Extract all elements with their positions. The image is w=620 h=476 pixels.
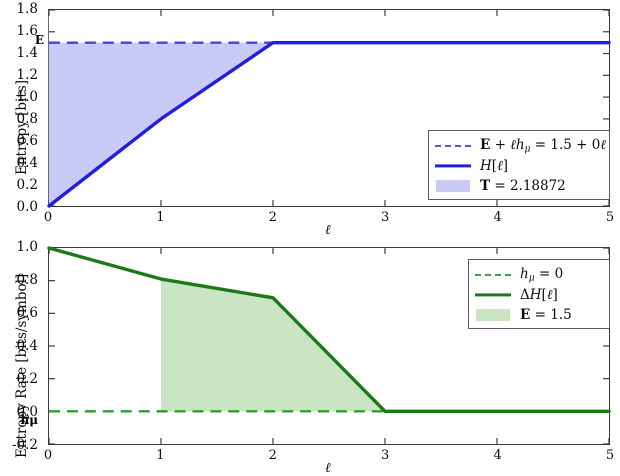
legend-label: H[ℓ]: [480, 158, 508, 174]
x-tick-label: 2: [268, 448, 277, 463]
bottom-panel: Entropy Rate [bits/symbol] -0.2 0.0 0.2 0.4…: [0, 238, 620, 476]
x-tick-label: 5: [605, 448, 615, 463]
x-tick-label: 4: [493, 210, 502, 225]
x-tick-label: 0: [43, 448, 53, 463]
legend-key-patch-green: [475, 308, 511, 322]
y-tick-label: 1.2: [16, 67, 38, 83]
bottom-plot-svg: [47, 246, 611, 445]
y-tick-label: 1.6: [16, 23, 38, 39]
y-tick-label: 0.2: [16, 177, 38, 193]
legend-row: ΔH[ℓ]: [475, 285, 601, 305]
legend-key-patch-blue: [435, 179, 471, 193]
y-tick-label: 1.8: [16, 1, 38, 17]
y-tick-label: -0.2: [11, 437, 38, 453]
legend-label: ΔH[ℓ]: [520, 287, 558, 303]
legend-key-solid-green: [475, 288, 511, 302]
bottom-legend: hμ = 0 ΔH[ℓ] E = 1.5: [468, 259, 610, 329]
legend-label: E = 1.5: [520, 307, 572, 323]
top-x-axis-label: ℓ: [325, 222, 331, 238]
data-line: [47, 246, 611, 414]
legend-key-dashed-green: [475, 268, 511, 282]
legend-row: E = 1.5: [475, 305, 601, 325]
x-tick-label: 1: [156, 448, 165, 463]
data-line: [47, 40, 611, 208]
y-tick-label: 0.6: [16, 305, 38, 321]
bottom-y-tick-hmu: hμ: [20, 413, 38, 427]
legend-row: T = 2.18872: [435, 176, 601, 196]
x-tick-label: 1: [156, 210, 165, 225]
bottom-x-axis-label: ℓ: [325, 460, 331, 476]
y-tick-label: 0.0: [16, 199, 38, 215]
x-tick-label: 3: [381, 448, 390, 463]
legend-row: H[ℓ]: [435, 156, 601, 176]
y-tick-label: 1.0: [16, 239, 38, 255]
bottom-y-tick-labels: -0.2 0.0 0.2 0.4 0.6 0.8 1.0: [0, 238, 44, 476]
y-tick-label: 0.8: [16, 111, 38, 127]
x-tick-label: 0: [43, 210, 53, 225]
y-tick-label: 0.8: [16, 272, 38, 288]
legend-key-solid-blue: [435, 159, 471, 173]
top-x-tick-labels: 0 1 2 3 4 5: [43, 210, 615, 225]
legend-row: hμ = 0: [475, 265, 601, 285]
y-tick-label: 0.0: [16, 404, 38, 420]
y-tick-label: 0.4: [16, 338, 38, 354]
legend-row: E + ℓhμ = 1.5 + 0ℓ: [435, 136, 606, 156]
x-tick-label: 2: [268, 210, 277, 225]
x-tick-label: 5: [605, 210, 615, 225]
x-tick-label: 4: [493, 448, 502, 463]
fill-region: [161, 279, 385, 412]
legend-label: E + ℓhμ = 1.5 + 0ℓ: [480, 137, 606, 155]
x-tick-label: 3: [381, 210, 390, 225]
y-tick-label: 1.0: [16, 89, 38, 105]
top-y-tick-E: E: [34, 33, 44, 47]
y-tick-label: 1.4: [16, 45, 38, 61]
y-tick-label: 0.2: [16, 371, 38, 387]
top-y-tick-labels: 0.0 0.2 0.4 0.6 0.8 1.0 1.2 1.4 1.6 1.8: [0, 0, 44, 238]
y-tick-label: 0.6: [16, 133, 38, 149]
fill-region: [49, 42, 273, 206]
legend-label: hμ = 0: [520, 266, 564, 284]
top-legend: E + ℓhμ = 1.5 + 0ℓ H[ℓ] T = 2.18872: [428, 130, 610, 200]
legend-label: T = 2.18872: [480, 178, 566, 194]
y-tick-label: 0.4: [16, 155, 38, 171]
legend-key-dashed-blue: [435, 139, 471, 153]
top-panel: Entropy [bits] 0.0 0.2 0.4 0.6 0.8 1.0 1.2 1.4 1…: [0, 0, 615, 238]
bottom-x-tick-labels: 0 1 2 3 4 5: [0, 238, 620, 476]
top-plot-svg: [47, 9, 611, 208]
